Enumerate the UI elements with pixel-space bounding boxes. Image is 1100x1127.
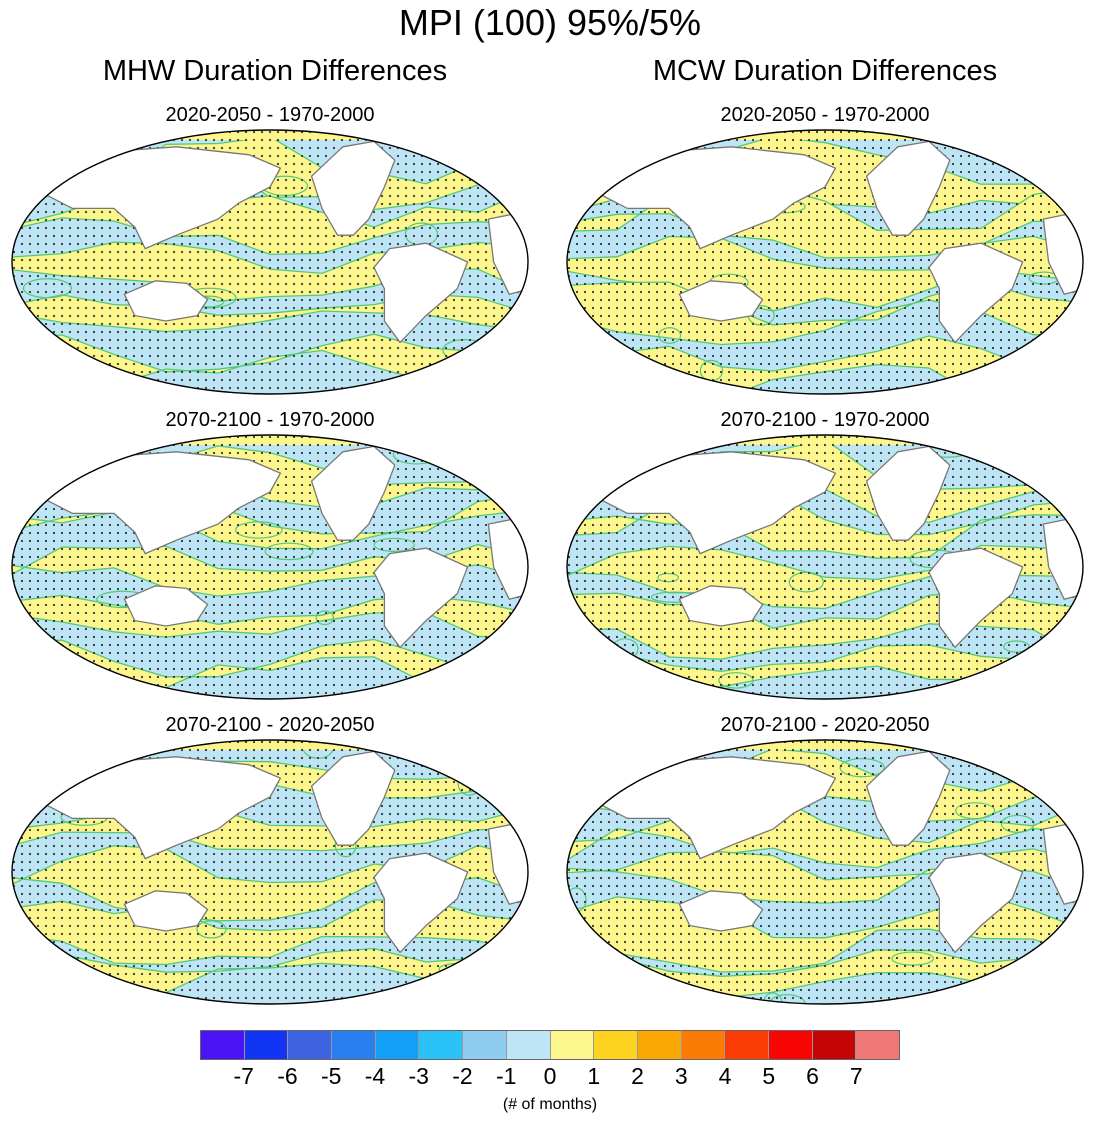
- colorbar-label: (# of months): [502, 1096, 598, 1113]
- landmass-asia: [595, 451, 837, 555]
- panel-title: 2020-2050 - 1970-2000: [165, 104, 375, 126]
- landmass-namer: [310, 445, 396, 541]
- colorbar-swatch: [332, 1031, 376, 1059]
- colorbar-swatch: [812, 1031, 857, 1059]
- landmass-asia: [595, 146, 837, 250]
- world-map-panel: [11, 434, 529, 700]
- landmass-eur: [456, 445, 521, 488]
- landmass-eur: [1011, 750, 1076, 793]
- colorbar-swatch: [506, 1031, 551, 1059]
- world-map-panel: [566, 129, 1084, 395]
- world-map-panel: [566, 434, 1084, 700]
- map-border: [566, 129, 1084, 395]
- map-border: [11, 434, 529, 700]
- panel-title: 2070-2100 - 2020-2050: [720, 714, 930, 736]
- landmass-ice: [450, 435, 490, 450]
- colorbar-tick-label: 2: [631, 1063, 644, 1089]
- colorbar: [200, 1030, 900, 1060]
- colorbar-swatch: [594, 1031, 638, 1059]
- contour-line: [580, 953, 616, 966]
- landmass-samer: [928, 547, 1024, 649]
- landmass-eur: [1011, 445, 1076, 488]
- landmass-eur: [1011, 140, 1076, 183]
- landmass-asia: [595, 756, 837, 860]
- colorbar-tick-label: -2: [452, 1063, 473, 1089]
- colorbar-swatch: [768, 1031, 813, 1059]
- landmass-namer: [310, 140, 396, 236]
- colorbar-tick-label: 6: [806, 1063, 819, 1089]
- contour-line: [27, 470, 65, 482]
- map-border: [566, 739, 1084, 1005]
- map-border: [11, 739, 529, 1005]
- landmass-asia: [40, 451, 282, 555]
- column-title-mhw: MHW Duration Differences: [102, 55, 448, 87]
- map-border: [11, 129, 529, 395]
- colorbar-tick-label: -6: [277, 1063, 298, 1089]
- panel-title: 2020-2050 - 1970-2000: [720, 104, 930, 126]
- contour-line: [567, 169, 606, 184]
- colorbar-swatch: [550, 1031, 595, 1059]
- colorbar-tick-label: 3: [674, 1063, 688, 1089]
- landmass-austr: [678, 890, 764, 932]
- landmass-eur: [456, 140, 521, 183]
- colorbar-tick-label: 0: [543, 1063, 557, 1089]
- colorbar-swatch: [419, 1031, 464, 1059]
- contour-line: [989, 135, 1032, 156]
- landmass-samer: [373, 852, 469, 954]
- colorbar-tick-label: 7: [849, 1063, 863, 1089]
- landmass-austr: [678, 280, 764, 322]
- colorbar-swatch: [201, 1031, 245, 1059]
- colorbar-tick-label: -3: [408, 1063, 429, 1089]
- landmass-samer: [928, 242, 1024, 344]
- contour-line: [586, 740, 625, 748]
- panel-title: 2070-2100 - 1970-2000: [165, 409, 375, 431]
- contour-line: [955, 676, 1008, 697]
- landmass-austr: [123, 585, 209, 627]
- landmass-ice: [450, 130, 490, 145]
- landmass-namer: [865, 140, 951, 236]
- column-title-mcw: MCW Duration Differences: [652, 55, 998, 87]
- colorbar-tick-label: 4: [718, 1063, 732, 1089]
- landmass-eur: [456, 750, 521, 793]
- colorbar-swatch: [681, 1031, 726, 1059]
- landmass-namer: [865, 445, 951, 541]
- colorbar-tick-label: -1: [496, 1063, 517, 1089]
- world-map-panel: [11, 739, 529, 1005]
- landmass-samer: [373, 547, 469, 649]
- colorbar-tick-label: 5: [762, 1063, 776, 1089]
- colorbar-tick-label: -5: [321, 1063, 342, 1089]
- landmass-samer: [373, 242, 469, 344]
- landmass-ice: [1005, 740, 1045, 755]
- colorbar-swatch: [288, 1031, 333, 1059]
- landmass-ice: [1005, 435, 1045, 450]
- world-map-panel: [11, 129, 529, 395]
- landmass-namer: [310, 750, 396, 846]
- colorbar-swatch: [725, 1031, 769, 1059]
- landmass-ice: [1005, 130, 1045, 145]
- colorbar-swatch: [463, 1031, 507, 1059]
- landmass-namer: [865, 750, 951, 846]
- figure-title: MPI (100) 95%/5%: [398, 2, 702, 43]
- panel-title: 2070-2100 - 1970-2000: [720, 409, 930, 431]
- colorbar-tick-label: 1: [587, 1063, 601, 1089]
- colorbar-tick-label: -4: [364, 1063, 386, 1089]
- landmass-austr: [123, 280, 209, 322]
- landmass-austr: [678, 585, 764, 627]
- contour-line: [125, 992, 150, 1004]
- world-map-panel: [566, 739, 1084, 1005]
- contour-line: [1036, 149, 1079, 171]
- landmass-asia: [40, 146, 282, 250]
- landmass-samer: [928, 852, 1024, 954]
- colorbar-tick-label: -7: [233, 1063, 254, 1089]
- landmass-austr: [123, 890, 209, 932]
- colorbar-swatch: [244, 1031, 289, 1059]
- colorbar-swatch: [637, 1031, 682, 1059]
- panel-title: 2070-2100 - 2020-2050: [165, 714, 375, 736]
- map-border: [566, 434, 1084, 700]
- landmass-asia: [40, 756, 282, 860]
- contour-line: [29, 163, 84, 176]
- colorbar-swatch: [375, 1031, 420, 1059]
- landmass-ice: [450, 740, 490, 755]
- colorbar-swatch: [856, 1031, 899, 1059]
